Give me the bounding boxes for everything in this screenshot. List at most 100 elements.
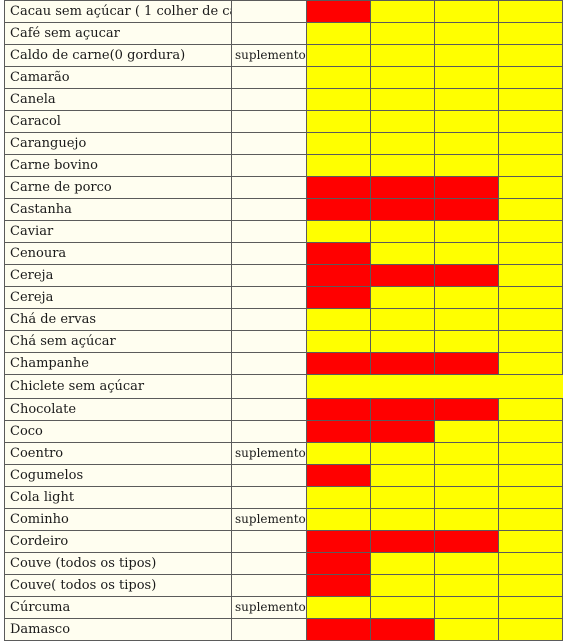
phase-1-cell <box>306 508 371 531</box>
note-cell <box>231 374 307 399</box>
table-row: Couve( todos os tipos) <box>4 574 563 597</box>
phase-2-cell <box>370 242 435 265</box>
phase-3-cell <box>434 398 499 421</box>
food-name-cell: Coco <box>4 420 232 443</box>
phase-1-cell <box>306 132 371 155</box>
table-row: Couve (todos os tipos) <box>4 552 563 575</box>
table-row: Cereja <box>4 264 563 287</box>
note-cell <box>231 198 307 221</box>
phase-1-cell <box>306 442 371 465</box>
food-name-cell: Carne de porco <box>4 176 232 199</box>
phase-4-cell <box>498 464 563 487</box>
phase-2-cell <box>370 352 435 375</box>
food-name-cell: Cereja <box>4 264 232 287</box>
food-name-cell: Couve (todos os tipos) <box>4 552 232 575</box>
phase-1-cell <box>306 530 371 553</box>
phase-3-cell <box>434 242 499 265</box>
phase-1-cell <box>306 220 371 243</box>
food-phase-table: Cacau sem açúcar ( 1 colher de café) Café… <box>4 0 563 641</box>
phase-2-cell <box>370 66 435 89</box>
note-cell <box>231 154 307 177</box>
phase-3-cell <box>434 66 499 89</box>
table-row: Coentro suplemento <box>4 442 563 465</box>
phase-4-cell <box>498 352 563 375</box>
phase-2-cell <box>370 110 435 133</box>
note-cell: suplemento <box>231 596 307 619</box>
food-name-cell: Cereja <box>4 286 232 309</box>
note-cell <box>231 132 307 155</box>
phase-3-cell <box>434 552 499 575</box>
phase-1-cell <box>306 552 371 575</box>
phase-1-cell <box>306 176 371 199</box>
phase-2-cell <box>370 286 435 309</box>
phase-2-cell <box>370 44 435 67</box>
note-cell: suplemento <box>231 442 307 465</box>
phase-4-cell <box>498 618 563 641</box>
table-row: Canela <box>4 88 563 111</box>
phase-3-cell <box>434 132 499 155</box>
table-row: Cordeiro <box>4 530 563 553</box>
food-name-cell: Chocolate <box>4 398 232 421</box>
phase-2-cell <box>370 552 435 575</box>
phase-1-cell <box>306 574 371 597</box>
phase-4-cell <box>498 330 563 353</box>
phase-3-cell <box>434 442 499 465</box>
phase-1-cell <box>306 330 371 353</box>
phase-4-cell <box>498 176 563 199</box>
phase-4-cell <box>498 132 563 155</box>
note-cell <box>231 352 307 375</box>
phase-3-cell <box>434 486 499 509</box>
phase-3-cell <box>434 88 499 111</box>
note-cell <box>231 330 307 353</box>
phase-4-cell <box>498 420 563 443</box>
phase-1-cell <box>306 464 371 487</box>
phase-4-cell <box>498 154 563 177</box>
note-cell <box>231 486 307 509</box>
note-cell <box>231 420 307 443</box>
phase-3-cell <box>434 530 499 553</box>
phase-4-cell <box>498 530 563 553</box>
phase-1-cell <box>306 0 371 23</box>
phase-1-cell <box>306 198 371 221</box>
note-cell <box>231 88 307 111</box>
phase-3-cell <box>434 308 499 331</box>
table-row: Chocolate <box>4 398 563 421</box>
table-row: Cúrcuma suplemento <box>4 596 563 619</box>
phase-2-cell <box>370 330 435 353</box>
phase-1-cell <box>306 88 371 111</box>
phase-2-cell <box>370 0 435 23</box>
phase-4-cell <box>498 398 563 421</box>
phase-4-cell <box>498 508 563 531</box>
note-cell <box>231 308 307 331</box>
table-row: Cacau sem açúcar ( 1 colher de café) <box>4 0 563 23</box>
note-cell <box>231 66 307 89</box>
food-name-cell: Chá sem açúcar <box>4 330 232 353</box>
phase-1-cell <box>306 44 371 67</box>
note-cell <box>231 530 307 553</box>
note-cell <box>231 464 307 487</box>
note-cell <box>231 0 307 23</box>
food-name-cell: Couve( todos os tipos) <box>4 574 232 597</box>
phase-1-cell <box>306 398 371 421</box>
phase-3-cell <box>434 596 499 619</box>
phase-1-cell <box>306 264 371 287</box>
phase-2-cell <box>370 530 435 553</box>
note-cell <box>231 618 307 641</box>
table-row: Cereja <box>4 286 563 309</box>
table-row: Cogumelos <box>4 464 563 487</box>
phase-3-cell <box>434 154 499 177</box>
food-name-cell: Carne bovino <box>4 154 232 177</box>
phase-3-cell <box>434 44 499 67</box>
phase-1-cell <box>306 242 371 265</box>
phase-2-cell <box>370 88 435 111</box>
table-row: Castanha <box>4 198 563 221</box>
note-cell <box>231 574 307 597</box>
phase-1-cell <box>306 286 371 309</box>
food-name-cell: Chiclete sem açúcar <box>4 374 232 399</box>
food-name-cell: Cacau sem açúcar ( 1 colher de café) <box>4 0 232 23</box>
phase-2-cell <box>370 574 435 597</box>
note-cell <box>231 552 307 575</box>
phase-2-cell <box>370 176 435 199</box>
phase-3-cell <box>434 176 499 199</box>
food-name-cell: Caviar <box>4 220 232 243</box>
